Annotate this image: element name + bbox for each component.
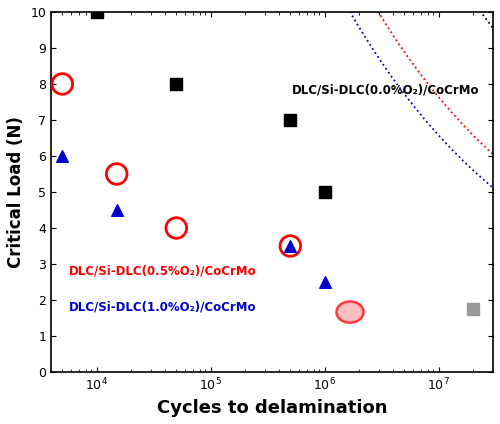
Text: DLC/Si-DLC(0.0%O₂)/CoCrMo: DLC/Si-DLC(0.0%O₂)/CoCrMo (292, 84, 480, 97)
Text: DLC/Si-DLC(1.0%O₂)/CoCrMo: DLC/Si-DLC(1.0%O₂)/CoCrMo (69, 300, 256, 313)
Point (286, 243, 294, 249)
Point (469, 306, 477, 312)
X-axis label: Cycles to delamination: Cycles to delamination (157, 399, 388, 417)
Y-axis label: Critical Load (N): Critical Load (N) (7, 116, 25, 268)
Point (320, 279, 328, 285)
Point (92, 8, 100, 15)
Point (172, 81, 180, 87)
Point (320, 189, 328, 195)
Point (58, 81, 66, 87)
Point (112, 206, 120, 213)
Point (286, 243, 294, 249)
Point (172, 225, 180, 232)
Text: DLC/Si-DLC(0.5%O₂)/CoCrMo: DLC/Si-DLC(0.5%O₂)/CoCrMo (69, 264, 256, 277)
Point (58, 153, 66, 159)
Point (286, 117, 294, 123)
Point (112, 170, 120, 177)
